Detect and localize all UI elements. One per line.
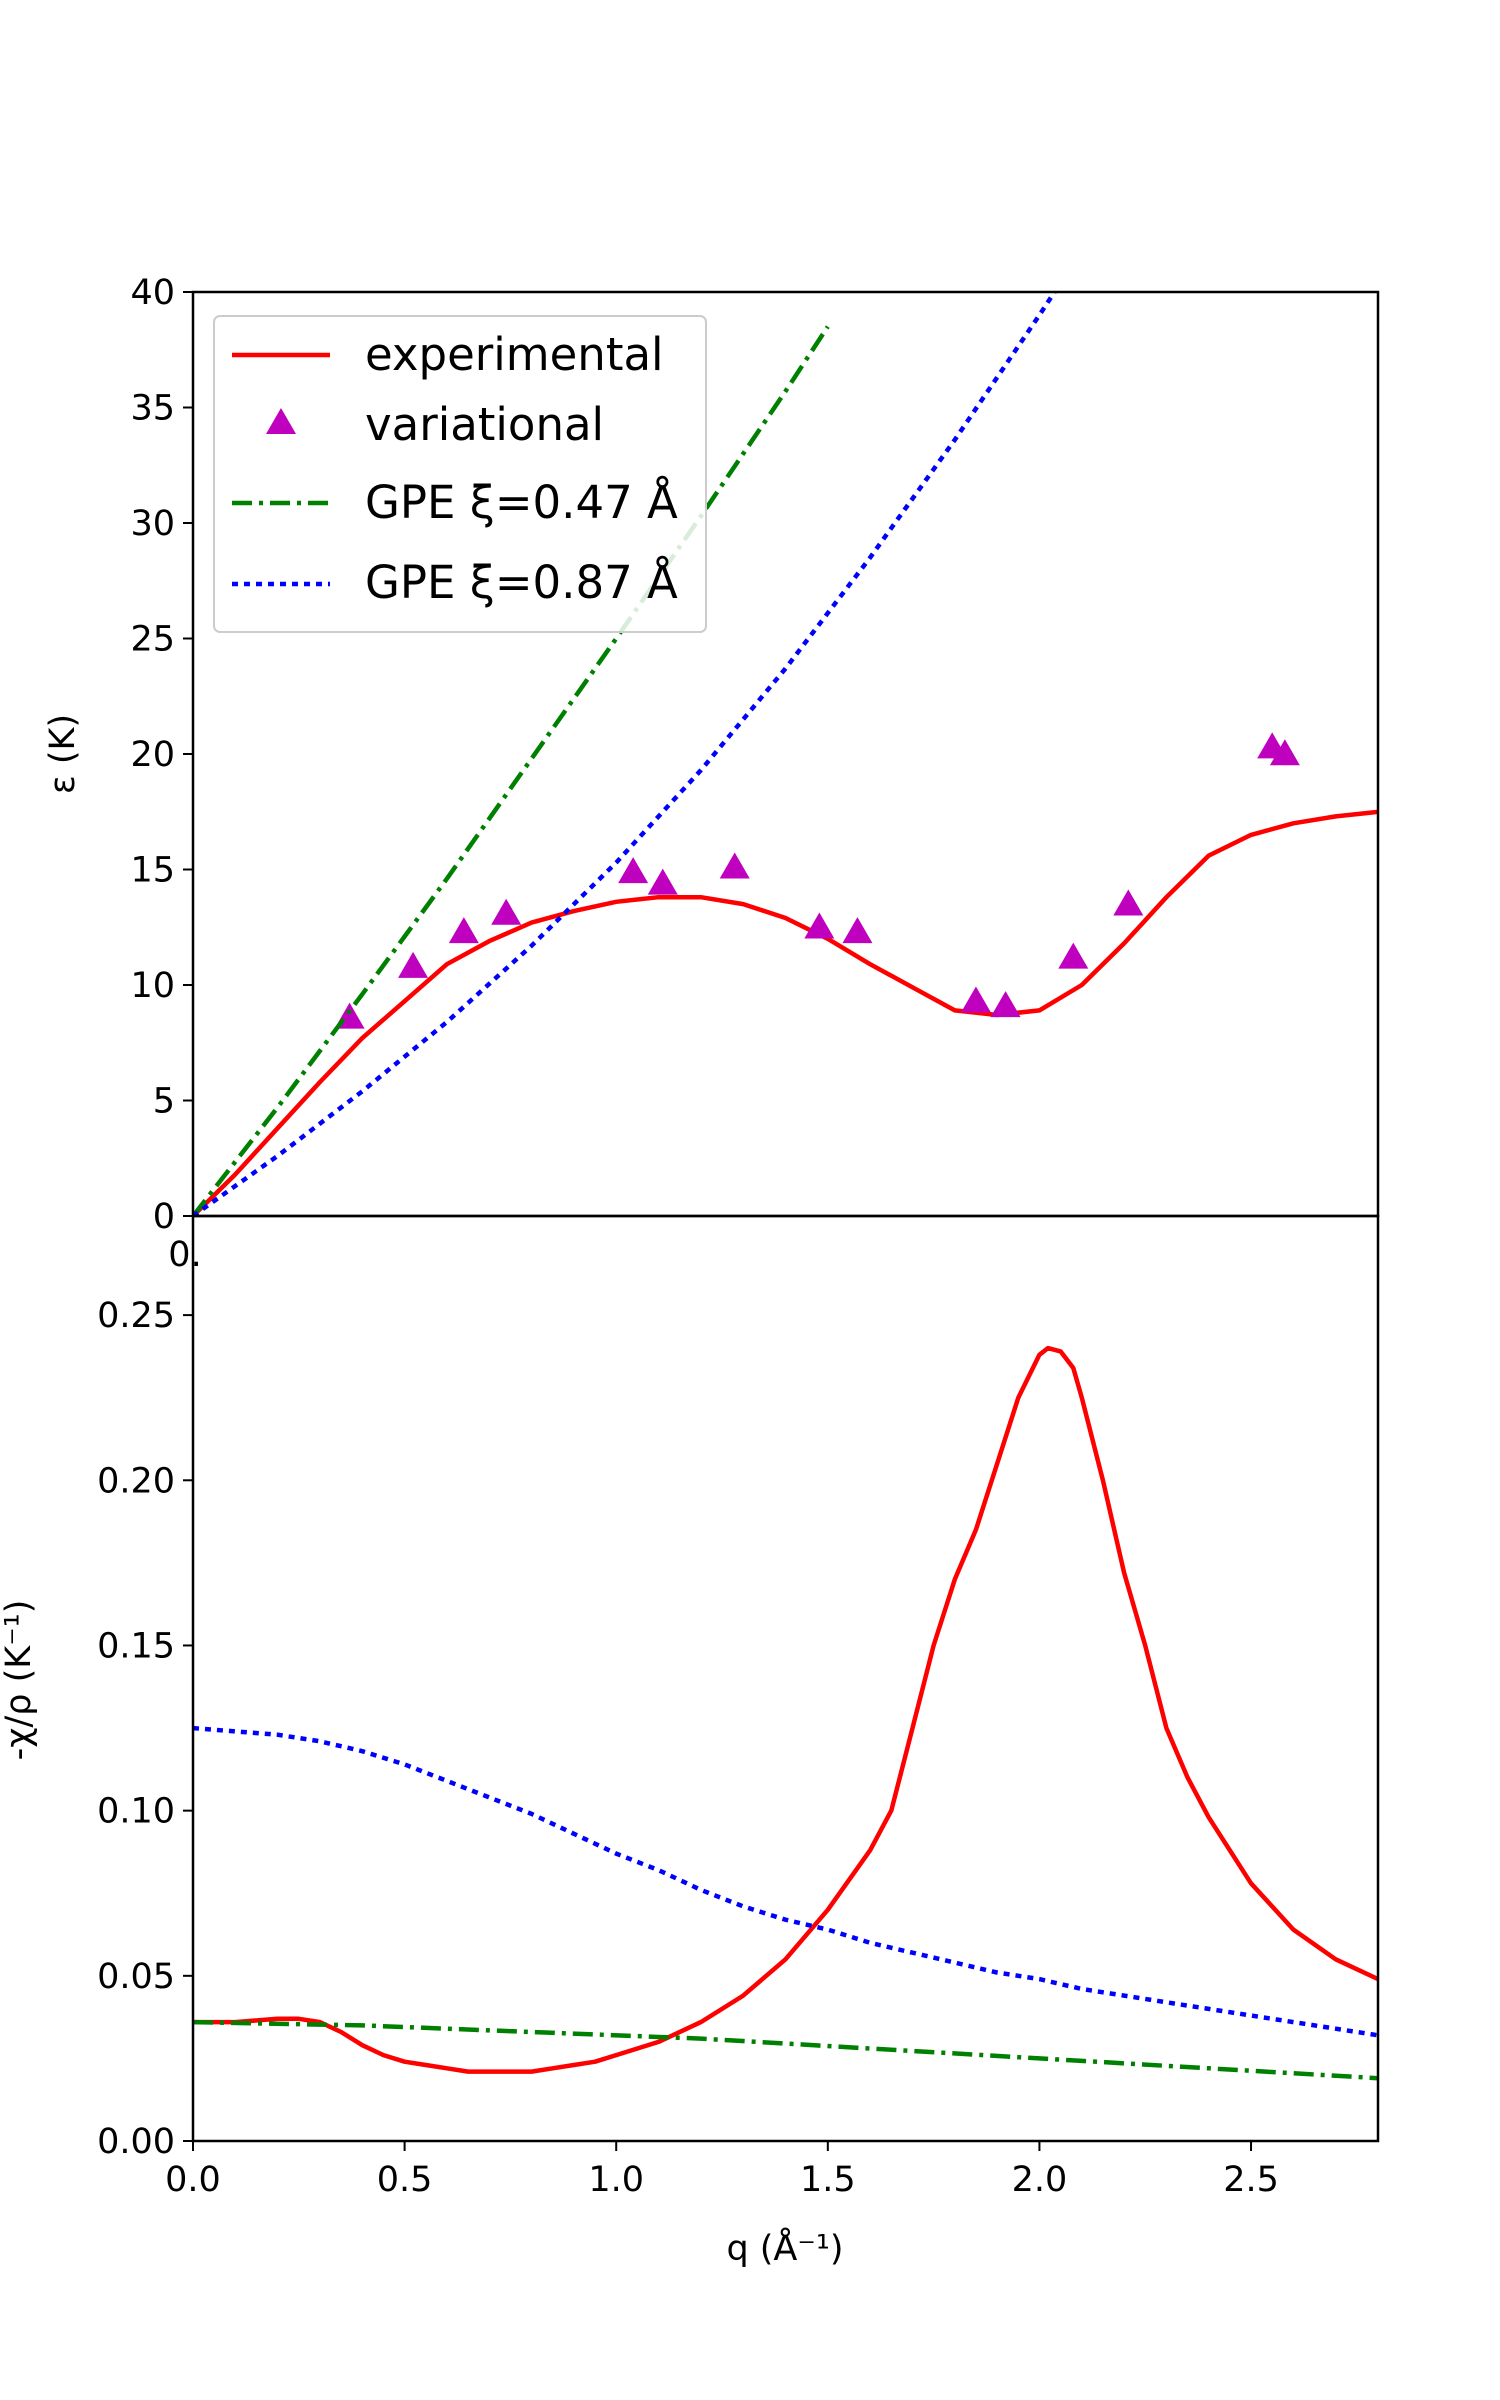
legend-swatch-variational xyxy=(266,408,296,434)
bottom-x-tick-label: 1.5 xyxy=(800,2160,856,2200)
top-y-tick-label: 20 xyxy=(130,735,175,775)
legend-label-experimental: experimental xyxy=(365,328,664,381)
bottom-gpe-xi-0-47-a-line xyxy=(193,2019,1378,2081)
bottom-y-tick-label: 0.00 xyxy=(97,2122,175,2162)
top-variational-point xyxy=(1058,942,1089,969)
bottom-x-tick-label: 1.0 xyxy=(588,2160,644,2200)
bottom-y-tick-label: 0.05 xyxy=(97,1957,175,1997)
bottom-y-tick-label: 0.15 xyxy=(97,1626,175,1666)
top-y-tick-label: 40 xyxy=(130,273,175,313)
top-variational-point xyxy=(842,917,873,944)
x-axis-label-q: q (Å⁻¹) xyxy=(726,2226,843,2269)
bottom-x-tick-label: 0.5 xyxy=(377,2160,433,2200)
top-y-tick-label: 15 xyxy=(130,851,175,891)
legend-label-gpe-087: GPE ξ=0.87 Å xyxy=(365,556,678,609)
top-variational-point xyxy=(804,912,835,939)
bottom-y-tick-label: 0.20 xyxy=(97,1461,175,1501)
bottom-x-tick-label: 2.0 xyxy=(1012,2160,1068,2200)
top-variational-point xyxy=(491,898,522,925)
top-y-tick-label: 35 xyxy=(130,389,175,429)
panel-epsilon: 0 5 10 15 20 25 30 35 40 0. ε (K) experimental va… xyxy=(43,273,1380,1275)
top-gpe-xi-0-87-a-line xyxy=(193,292,1058,1216)
top-variational-point xyxy=(719,852,750,879)
top-y-tick-label: 30 xyxy=(130,504,175,544)
bottom-x-tick-label: 2.5 xyxy=(1223,2160,1279,2200)
top-variational-point xyxy=(1269,739,1300,766)
top-variational-point xyxy=(990,991,1021,1018)
top-x-tick-label: 0. xyxy=(168,1235,201,1275)
top-variational-point xyxy=(398,951,429,978)
top-experimental-line xyxy=(193,809,1378,1216)
top-gpe-xi-0-47-a-line xyxy=(193,325,830,1216)
plot-frame-bottom xyxy=(191,1214,1380,2143)
top-variational-point xyxy=(618,857,649,884)
top-y-tick-label: 10 xyxy=(130,966,175,1006)
top-y-tick-label: 5 xyxy=(153,1082,175,1122)
legend: experimental variational GPE ξ=0.47 Å GP… xyxy=(213,315,707,633)
bottom-y-tick-label: 0.25 xyxy=(97,1296,175,1336)
top-variational-point xyxy=(448,917,479,944)
legend-label-variational: variational xyxy=(365,398,604,451)
bottom-experimental-line xyxy=(193,1345,1378,2074)
y-axis-label-epsilon: ε (K) xyxy=(43,714,83,794)
bottom-y-tick-label: 0.10 xyxy=(97,1792,175,1832)
legend-label-gpe-047: GPE ξ=0.47 Å xyxy=(365,476,678,529)
panel-chi: 0.00 0.05 0.10 0.15 0.20 0.25 0.0 0.5 1.0 1.5 2.0 2… xyxy=(0,1214,1380,2269)
bottom-gpe-xi-0-87-a-line xyxy=(193,1725,1378,2038)
top-variational-point xyxy=(1113,889,1144,916)
y-axis-label-chi: -χ/ρ (K⁻¹) xyxy=(0,1600,39,1761)
bottom-x-tick-label: 0.0 xyxy=(165,2160,221,2200)
legend-frame xyxy=(213,315,707,633)
top-y-tick-label: 25 xyxy=(130,620,175,660)
top-variational-point xyxy=(960,986,991,1013)
top-variational-point xyxy=(647,868,678,895)
top-y-tick-label: 0 xyxy=(153,1197,175,1237)
